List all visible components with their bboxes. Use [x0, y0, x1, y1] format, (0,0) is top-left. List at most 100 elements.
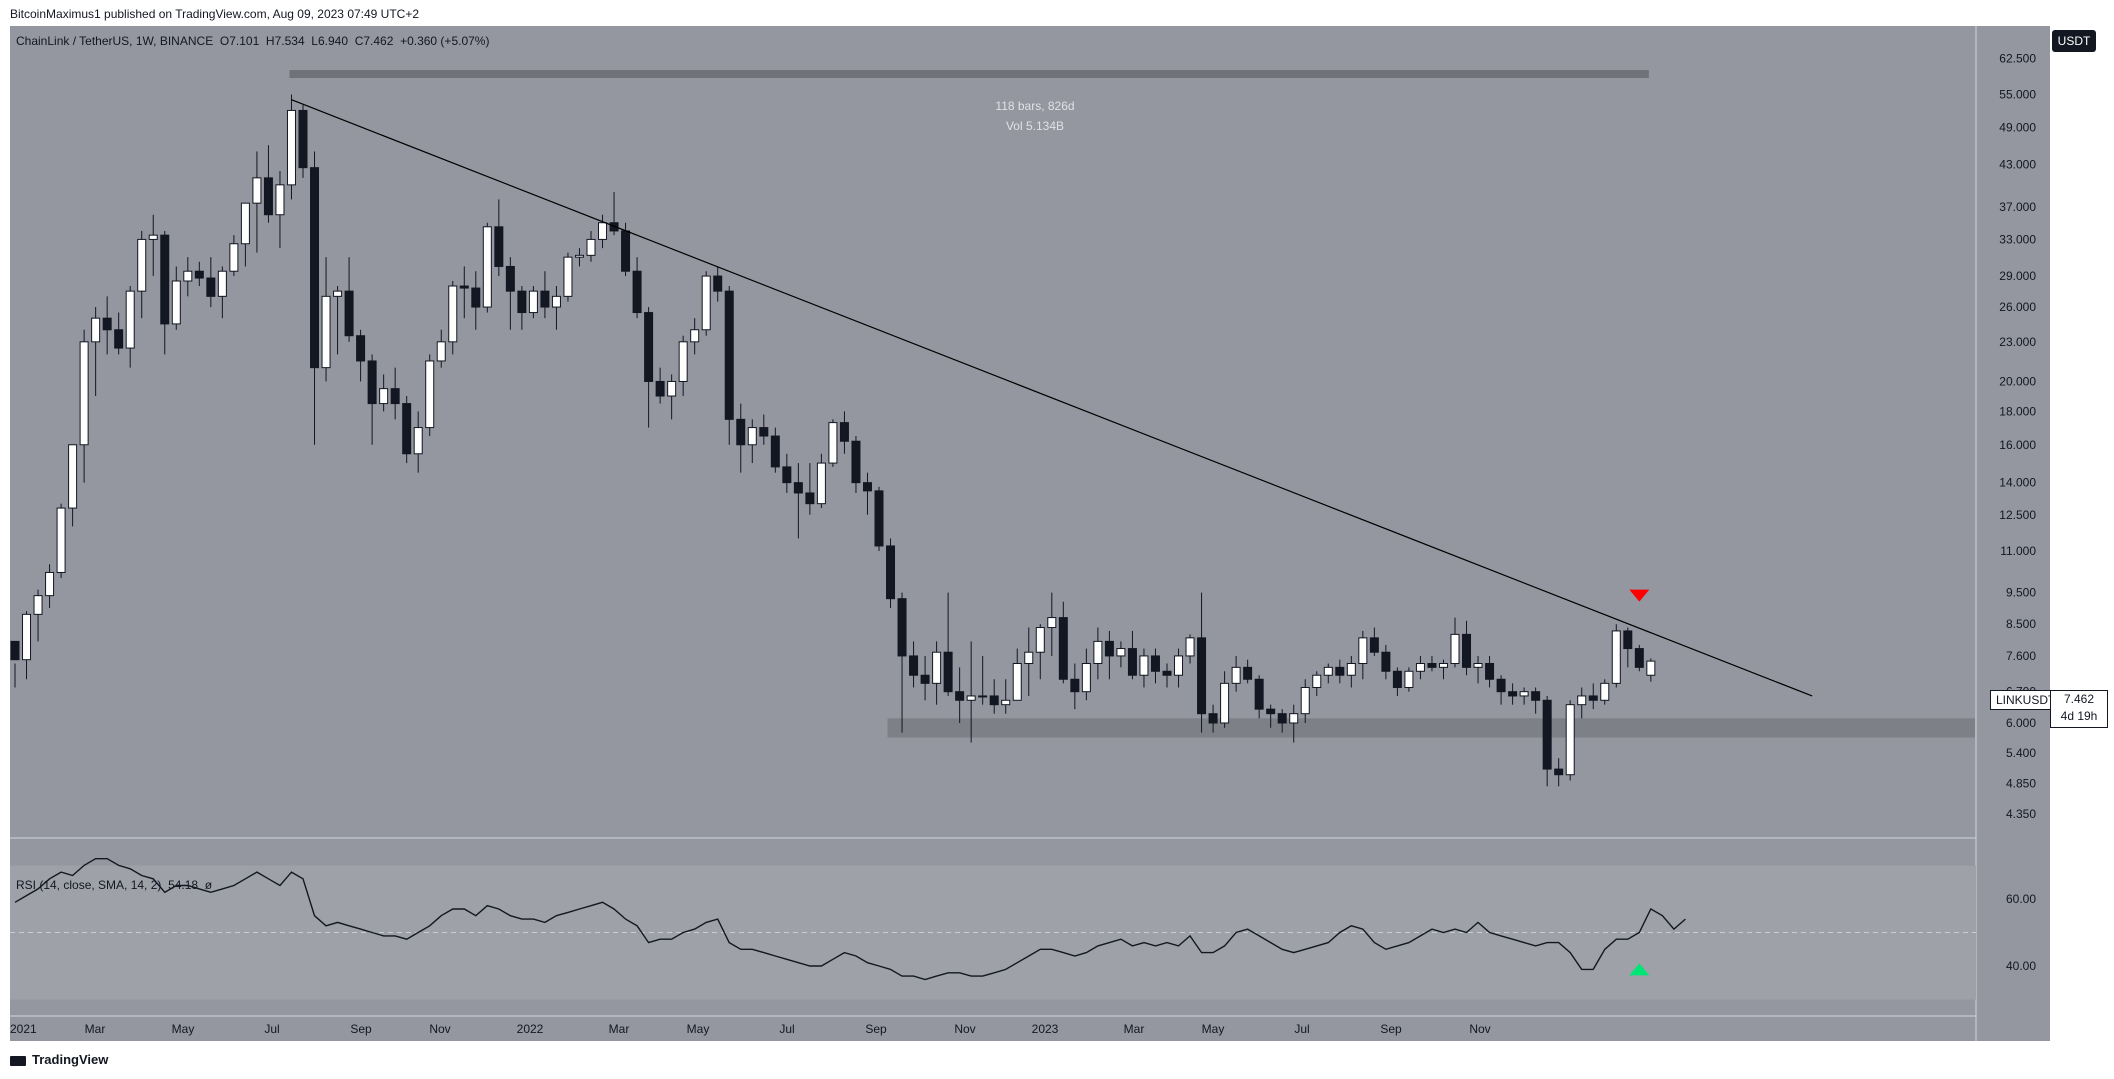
candle-body: [1404, 670, 1414, 688]
chart-area[interactable]: 62.500 55.000 49.000 43.000 37.000 33.000 29.0…: [10, 26, 2050, 1041]
candle-body: [356, 335, 366, 362]
price-tick-label: 11.000: [2000, 544, 2036, 558]
candle-body: [816, 462, 826, 505]
candle-body: [828, 422, 838, 464]
candle-body: [1634, 648, 1644, 668]
candle-body: [102, 317, 112, 331]
candle-body: [1047, 617, 1057, 629]
candle-body: [286, 109, 296, 186]
candle-body: [1220, 682, 1230, 724]
measure-bars: 118 bars, 826d: [995, 99, 1075, 113]
price-tick-label: 6.000: [2006, 716, 2036, 730]
price-tick-label: 49.000: [1999, 120, 2036, 134]
candle-body: [1093, 640, 1103, 664]
price-tick-label: 23.000: [1999, 335, 2036, 349]
symbol-legend: ChainLink / TetherUS, 1W, BINANCE O7.101…: [16, 34, 489, 48]
candle-body: [56, 507, 66, 573]
candle-body: [932, 651, 942, 684]
candle-body: [1116, 648, 1126, 657]
candle-body: [540, 290, 550, 308]
open-value: 7.101: [229, 34, 260, 48]
candle-body: [528, 290, 538, 314]
candle-body: [1070, 678, 1080, 693]
price-tick-label: 8.500: [2006, 617, 2036, 631]
candle-body: [621, 230, 631, 272]
candle-body: [770, 435, 780, 468]
tradingview-logo[interactable]: TradingView: [10, 1052, 108, 1067]
price-tick-label: 33.000: [1999, 232, 2036, 246]
high-label: H: [265, 34, 275, 48]
last-price-tag: 7.462 4d 19h: [2050, 690, 2108, 728]
candle-body: [425, 360, 435, 429]
candle-body: [1197, 637, 1207, 715]
candle-body: [989, 695, 999, 706]
candle-body: [1381, 651, 1391, 672]
candle-body: [1150, 655, 1160, 672]
rsi-label: RSI (14, close, SMA, 14, 2): [16, 878, 162, 892]
candle-body: [920, 674, 930, 684]
candle-body: [1358, 637, 1368, 664]
candle-body: [1600, 682, 1610, 701]
candle-body: [598, 222, 608, 240]
brand-name: TradingView: [32, 1052, 109, 1067]
candle-body: [563, 256, 573, 297]
candle-body: [759, 427, 769, 437]
candle-body: [413, 427, 423, 455]
candle-body: [1162, 670, 1172, 676]
candle-body: [1300, 686, 1310, 715]
time-tick-label: Jul: [779, 1022, 794, 1036]
rsi-value: 54.18: [168, 878, 199, 892]
time-tick-label: Jul: [1294, 1022, 1309, 1036]
candle-body: [1565, 704, 1575, 776]
candle-body: [632, 270, 642, 314]
sell-signal-icon: [1629, 589, 1650, 602]
candle-body: [793, 482, 803, 494]
chart-canvas[interactable]: 62.500 55.000 49.000 43.000 37.000 33.000 29.0…: [10, 26, 2050, 1041]
candle-body: [79, 341, 89, 446]
tradingview-icon: [10, 1055, 26, 1066]
candle-body: [1450, 633, 1460, 664]
candle-body: [114, 329, 124, 349]
candle-body: [379, 388, 389, 405]
price-tick-label: 29.000: [1999, 269, 2036, 283]
candle-body: [1001, 699, 1011, 706]
last-price: 7.462: [2063, 692, 2095, 706]
low-value: 6.940: [317, 34, 349, 48]
buy-signal-icon: [1629, 963, 1650, 976]
candle-body: [1266, 708, 1276, 715]
candle-body: [1254, 678, 1264, 710]
candle-body: [1312, 674, 1322, 688]
candle-body: [160, 234, 170, 325]
candle-body: [1415, 662, 1425, 672]
candle-body: [1231, 666, 1241, 684]
price-tick-label: 4.850: [2006, 776, 2036, 790]
price-axis: [1976, 26, 2050, 1041]
candle-body: [333, 290, 343, 297]
rsi-tick-label: 60.00: [2006, 892, 2036, 906]
time-tick-label: Nov: [429, 1022, 450, 1036]
time-tick-label: Nov: [1469, 1022, 1490, 1036]
candle-body: [966, 695, 976, 701]
time-tick-label: Nov: [954, 1022, 975, 1036]
price-tick-label: 18.000: [1999, 404, 2036, 418]
candle-body: [851, 440, 861, 484]
candle-body: [137, 238, 147, 292]
resistance-line: [291, 99, 1813, 697]
top-bar: BitcoinMaximus1 published on TradingView…: [0, 0, 2114, 26]
candle-body: [690, 329, 700, 343]
candle-body: [471, 287, 481, 308]
currency-badge[interactable]: USDT: [2052, 30, 2096, 52]
candle-body: [240, 202, 250, 245]
candle-body: [1577, 695, 1587, 706]
candle-body: [171, 280, 181, 325]
price-tick-label: 37.000: [1999, 200, 2036, 214]
candle-body: [390, 388, 400, 405]
candle-body: [574, 254, 584, 258]
candle-body: [1289, 713, 1299, 724]
candle-body: [655, 380, 665, 397]
candle-body: [1104, 640, 1114, 657]
time-tick-label: May: [687, 1022, 710, 1036]
candle-body: [206, 277, 216, 297]
candle-body: [310, 167, 320, 369]
price-tick-label: 9.500: [2006, 586, 2036, 600]
